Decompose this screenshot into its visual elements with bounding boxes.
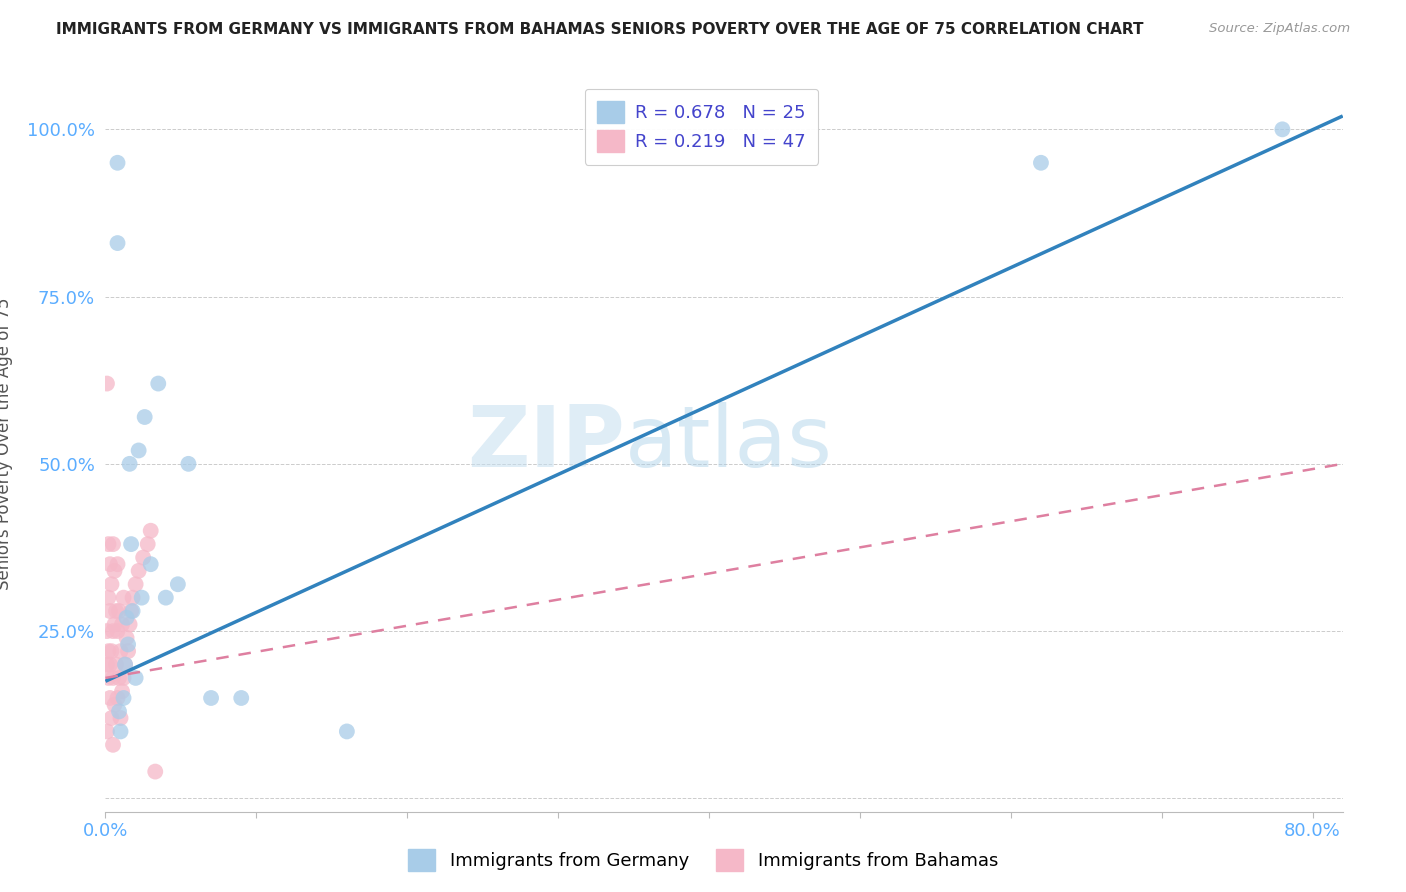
Point <box>112 591 135 605</box>
Point <box>107 235 129 250</box>
Point <box>139 557 162 572</box>
Point <box>100 577 122 591</box>
Point <box>124 577 146 591</box>
Point <box>148 376 170 391</box>
Point <box>107 624 129 639</box>
Point <box>111 617 134 632</box>
Point <box>100 711 122 725</box>
Point <box>96 624 118 639</box>
Point <box>108 671 131 685</box>
Point <box>128 564 150 578</box>
Point <box>118 457 141 471</box>
Point <box>96 376 118 391</box>
Point <box>98 690 121 705</box>
Point <box>110 711 132 725</box>
Point <box>97 537 120 551</box>
Point <box>134 410 156 425</box>
Point <box>128 443 150 458</box>
Text: ZIP: ZIP <box>467 402 626 485</box>
Point <box>97 591 120 605</box>
Point <box>1029 155 1052 169</box>
Point <box>121 604 143 618</box>
Point <box>132 550 155 565</box>
Point <box>105 604 128 618</box>
Point <box>124 671 146 685</box>
Point <box>98 657 121 672</box>
Point <box>107 557 129 572</box>
Legend: Immigrants from Germany, Immigrants from Bahamas: Immigrants from Germany, Immigrants from… <box>401 842 1005 879</box>
Legend: R = 0.678   N = 25, R = 0.219   N = 47: R = 0.678 N = 25, R = 0.219 N = 47 <box>585 88 818 165</box>
Point <box>121 591 143 605</box>
Point <box>114 657 136 672</box>
Point <box>98 557 121 572</box>
Text: atlas: atlas <box>626 402 834 485</box>
Point <box>167 577 190 591</box>
Point <box>112 690 135 705</box>
Point <box>107 155 129 169</box>
Point <box>108 604 131 618</box>
Point <box>101 537 124 551</box>
Point <box>105 657 128 672</box>
Point <box>200 690 222 705</box>
Point <box>100 644 122 658</box>
Point <box>114 657 136 672</box>
Point <box>96 657 118 672</box>
Point <box>117 637 139 651</box>
Point <box>107 690 129 705</box>
Point <box>103 564 125 578</box>
Point <box>115 610 138 624</box>
Point <box>231 690 253 705</box>
Point <box>112 671 135 685</box>
Point <box>108 705 131 719</box>
Point <box>115 631 138 645</box>
Point <box>103 698 125 712</box>
Y-axis label: Seniors Poverty Over the Age of 75: Seniors Poverty Over the Age of 75 <box>0 298 13 590</box>
Point <box>155 591 177 605</box>
Point <box>101 671 124 685</box>
Point <box>139 524 162 538</box>
Point <box>97 671 120 685</box>
Point <box>101 624 124 639</box>
Point <box>101 738 124 752</box>
Point <box>96 724 118 739</box>
Point <box>110 724 132 739</box>
Point <box>131 591 153 605</box>
Point <box>120 604 142 618</box>
Point <box>336 724 359 739</box>
Point <box>120 537 142 551</box>
Point <box>143 764 166 779</box>
Text: Source: ZipAtlas.com: Source: ZipAtlas.com <box>1209 22 1350 36</box>
Point <box>110 644 132 658</box>
Point <box>111 684 134 698</box>
Point <box>98 604 121 618</box>
Point <box>118 617 141 632</box>
Text: IMMIGRANTS FROM GERMANY VS IMMIGRANTS FROM BAHAMAS SENIORS POVERTY OVER THE AGE : IMMIGRANTS FROM GERMANY VS IMMIGRANTS FR… <box>56 22 1143 37</box>
Point <box>117 644 139 658</box>
Point <box>103 617 125 632</box>
Point <box>136 537 159 551</box>
Point <box>97 644 120 658</box>
Point <box>177 457 200 471</box>
Point <box>1271 122 1294 136</box>
